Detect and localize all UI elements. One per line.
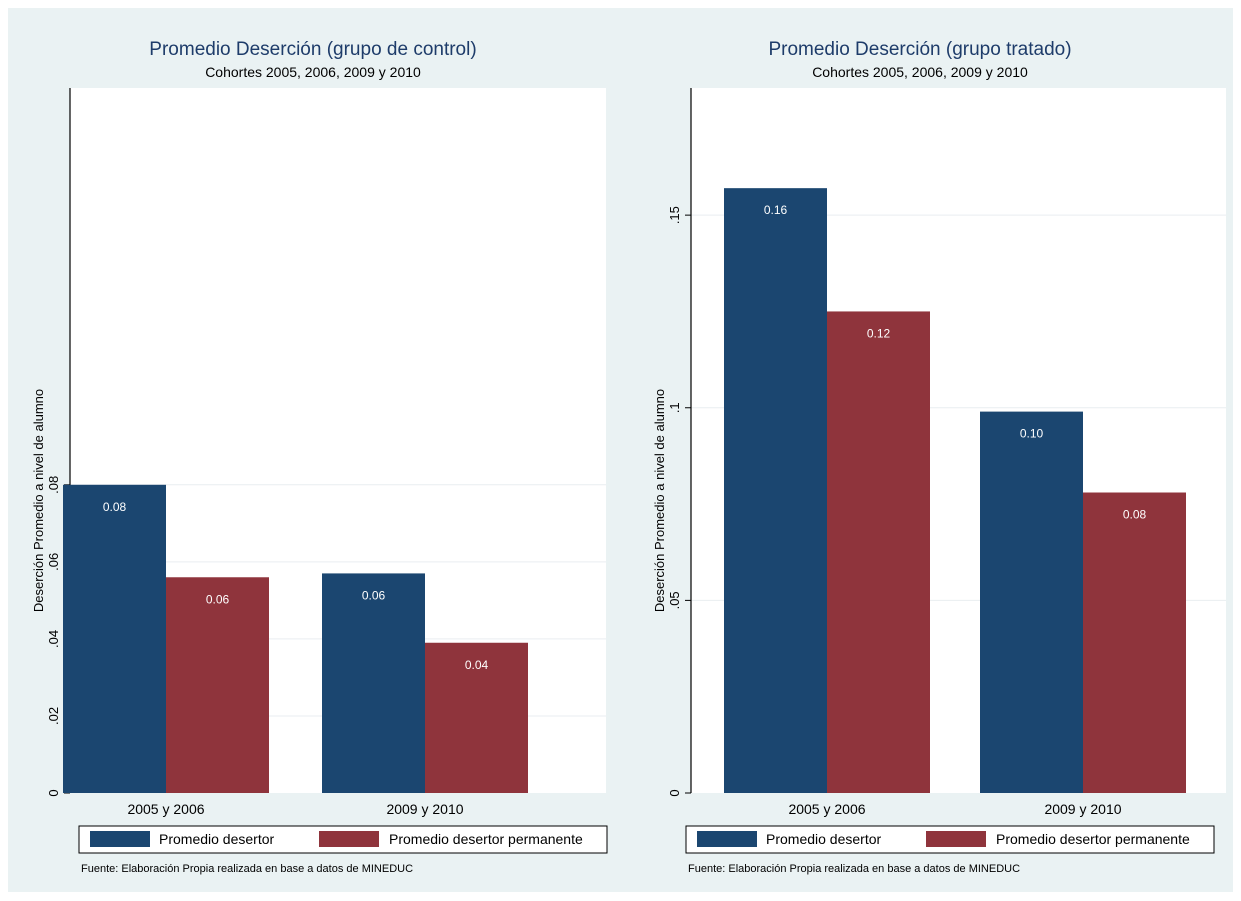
bar-value-label: 0.06 — [206, 592, 230, 606]
legend-label: Promedio desertor permanente — [996, 831, 1190, 847]
bar-value-label: 0.16 — [764, 203, 788, 217]
bar-value-label: 0.06 — [362, 588, 386, 602]
bar-desertor — [724, 188, 827, 793]
chart-title: Promedio Deserción (grupo tratado) — [768, 39, 1071, 60]
bar-desertor — [322, 573, 425, 793]
legend-swatch — [319, 831, 379, 847]
y-tick-label: .02 — [46, 707, 61, 725]
y-tick-label: 0 — [46, 789, 61, 796]
bar-desertor — [980, 411, 1083, 793]
bar-value-label: 0.08 — [103, 500, 127, 514]
chart-panel-1: Promedio Deserción (grupo de control) Coh… — [31, 39, 608, 875]
y-tick-label: .1 — [667, 402, 682, 413]
chart-title: Promedio Deserción (grupo de control) — [149, 39, 476, 60]
legend-swatch — [926, 831, 986, 847]
bar-desertor-permanente — [827, 311, 930, 793]
bar-value-label: 0.10 — [1020, 427, 1044, 441]
y-axis-label: Deserción Promedio a nivel de alumno — [31, 389, 46, 612]
x-category-label: 2009 y 2010 — [386, 801, 463, 817]
footnote: Fuente: Elaboración Propia realizada en … — [81, 863, 413, 875]
bar-value-label: 0.12 — [867, 326, 891, 340]
legend-label: Promedio desertor permanente — [389, 831, 583, 847]
charts-svg: Promedio Deserción (grupo de control) Coh… — [31, 39, 1226, 875]
x-category-label: 2005 y 2006 — [127, 801, 204, 817]
chart-subtitle: Cohortes 2005, 2006, 2009 y 2010 — [205, 64, 421, 80]
y-tick-label: .06 — [46, 553, 61, 571]
bar-value-label: 0.04 — [465, 658, 489, 672]
bar-desertor-permanente — [425, 642, 528, 793]
y-tick-label: .04 — [46, 630, 61, 648]
x-category-label: 2009 y 2010 — [1044, 801, 1121, 817]
legend-label: Promedio desertor — [766, 831, 882, 847]
bar-desertor-permanente — [166, 577, 269, 793]
bar-desertor — [63, 484, 166, 793]
legend-label: Promedio desertor — [159, 831, 275, 847]
y-tick-label: 0 — [667, 789, 682, 796]
chart-subtitle: Cohortes 2005, 2006, 2009 y 2010 — [812, 64, 1028, 80]
chart-frame: Promedio Deserción (grupo de control) Coh… — [8, 8, 1233, 892]
bar-desertor-permanente — [1083, 492, 1186, 793]
y-tick-label: .05 — [667, 591, 682, 609]
legend-swatch — [90, 831, 150, 847]
chart-panel-2: Promedio Deserción (grupo tratado) Cohort… — [652, 39, 1226, 875]
y-tick-label: .15 — [667, 206, 682, 224]
y-axis-label: Deserción Promedio a nivel de alumno — [652, 389, 667, 612]
y-tick-label: .08 — [46, 476, 61, 494]
x-category-label: 2005 y 2006 — [788, 801, 865, 817]
bar-value-label: 0.08 — [1123, 508, 1147, 522]
legend-swatch — [697, 831, 757, 847]
footnote: Fuente: Elaboración Propia realizada en … — [688, 863, 1020, 875]
